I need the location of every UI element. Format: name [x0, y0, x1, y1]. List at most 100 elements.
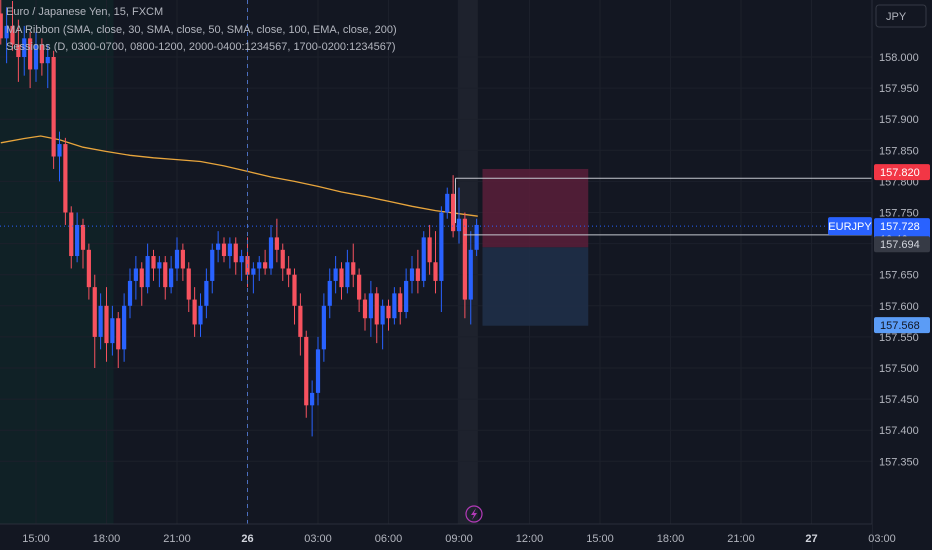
candle-body [116, 318, 121, 350]
candle-21 [122, 293, 127, 362]
candle-body [439, 212, 444, 281]
candle-1 [4, 7, 9, 64]
candle-36 [210, 243, 215, 294]
y-tick-9: 157.550 [879, 332, 919, 344]
currency-label: JPY [886, 11, 907, 23]
candle-68 [398, 287, 403, 325]
stop-price-label: 157.820 [880, 167, 920, 179]
candle-62 [362, 293, 368, 331]
session-highlights [0, 0, 478, 524]
candle-body [433, 262, 438, 281]
candle-body [298, 305, 303, 337]
candle-39 [227, 237, 232, 269]
last-price-label: 157.728 [880, 221, 920, 233]
time-scale[interactable]: 15:00 18:00 21:00 26 03:00 06:00 09:00 12:00 15:… [0, 523, 896, 550]
candle-body [345, 262, 350, 288]
candle-32 [186, 262, 191, 313]
candle-37 [216, 231, 221, 263]
candle-46 [268, 224, 274, 275]
y-tick-7: 157.650 [879, 270, 919, 282]
candle-body [151, 256, 156, 269]
candle-body [368, 293, 373, 319]
y-tick-0: 158.000 [879, 52, 919, 64]
x-tick-9: 18:00 [657, 533, 685, 545]
candle-14 [80, 218, 86, 269]
candle-29 [169, 256, 174, 294]
candle-body [127, 280, 133, 306]
candle-body [409, 268, 415, 281]
candle-73 [427, 224, 432, 275]
candle-45 [263, 249, 268, 275]
grid-lines [35, 0, 107, 524]
candle-body [310, 392, 315, 406]
candle-body [0, 13, 3, 39]
candle-7 [39, 38, 44, 76]
legend-ma-ribbon[interactable]: MA Ribbon (SMA, close, 30, SMA, close, 5… [6, 24, 397, 36]
candle-body [145, 256, 150, 288]
y-tick-10: 157.500 [879, 363, 919, 375]
candle-56 [327, 268, 332, 319]
candle-26 [151, 249, 156, 281]
y-tick-11: 157.450 [879, 394, 919, 406]
legend: Euro / Japanese Yen, 15, FXCM MA Ribbon … [6, 6, 397, 53]
candle-body [186, 268, 191, 300]
candle-11 [63, 137, 68, 225]
candle-body [204, 280, 209, 306]
currency-button[interactable] [875, 4, 927, 28]
current-session-band [457, 0, 478, 524]
candle-body [227, 243, 232, 257]
x-tick-12: 03:00 [868, 533, 896, 545]
x-tick-8: 15:00 [586, 533, 614, 545]
candle-54 [315, 336, 321, 406]
candle-body [28, 38, 33, 70]
candle-body [51, 57, 56, 157]
candle-79 [462, 212, 467, 319]
candle-body [362, 299, 368, 319]
candle-body [315, 349, 321, 393]
candle-9 [51, 50, 56, 169]
candle-20 [116, 312, 121, 368]
candle-81 [474, 218, 479, 257]
x-tick-7: 12:00 [516, 533, 544, 545]
candle-60 [351, 243, 356, 288]
symbol-tag-text: EURJPY [828, 221, 872, 233]
candle-63 [368, 280, 373, 337]
stop-loss-zone [482, 168, 589, 248]
candle-13 [75, 212, 80, 263]
x-tick-labels: 15:00 18:00 21:00 26 03:00 06:00 09:00 12:00 15:… [22, 533, 896, 545]
candle-body [268, 237, 274, 269]
x-tick-6: 09:00 [445, 533, 473, 545]
candle-body [333, 268, 338, 281]
stop-price-label-bg [874, 164, 930, 181]
candle-body [198, 305, 203, 325]
legend-symbol[interactable]: Euro / Japanese Yen, 15, FXCM [6, 6, 163, 18]
candle-body [286, 268, 291, 275]
price-scale[interactable]: JPY 158.000157.950157.900157.850157.8001… [828, 0, 932, 550]
candle-27 [157, 256, 162, 288]
long-position-tool[interactable] [482, 168, 589, 326]
candle-5 [28, 32, 33, 89]
x-tick-5: 06:00 [375, 533, 403, 545]
candle-body [92, 287, 97, 337]
candle-51 [298, 293, 303, 356]
candle-31 [180, 243, 185, 281]
lightning-icon[interactable] [465, 505, 483, 523]
candle-body [445, 193, 450, 213]
candle-body [451, 193, 456, 232]
candle-80 [468, 231, 473, 325]
x-tick-4: 03:00 [304, 533, 332, 545]
overlay-lines [0, 0, 872, 524]
candle-40 [233, 237, 238, 275]
candle-38 [221, 237, 227, 263]
candle-body [233, 243, 238, 263]
candle-75 [439, 206, 444, 313]
candle-body [192, 299, 197, 325]
candle-body [216, 243, 221, 250]
candle-body [474, 224, 479, 250]
candle-body [4, 25, 9, 39]
legend-sessions[interactable]: Sessions (D, 0300-0700, 0800-1200, 2000-… [6, 41, 396, 53]
candle-body [321, 305, 326, 350]
candle-body [63, 144, 68, 213]
candle-body [339, 268, 344, 288]
